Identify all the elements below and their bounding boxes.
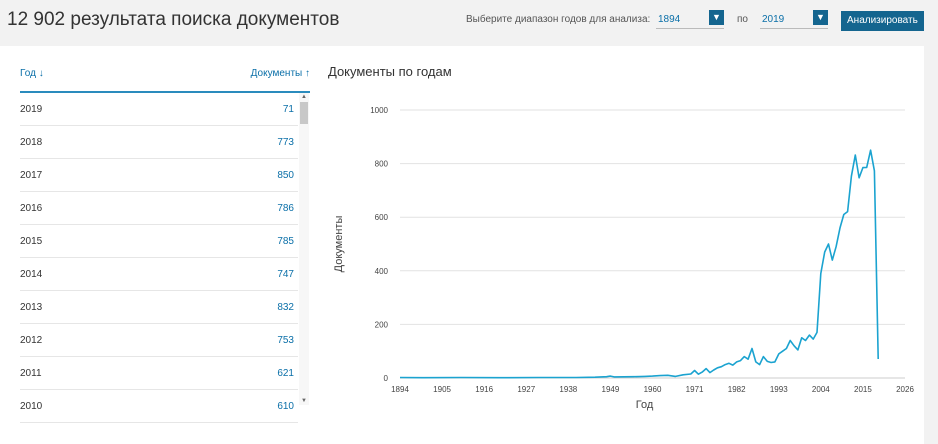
year-table-body: 2019 71 2018 773 2017 850 2016 786 2015 785 2014 74…	[20, 93, 298, 423]
row-year: 2012	[20, 335, 43, 346]
table-header: Год ↓ Документы ↑	[20, 66, 310, 93]
row-year: 2011	[20, 368, 42, 379]
row-document-count-link[interactable]: 832	[277, 302, 294, 313]
sort-by-year-header[interactable]: Год ↓	[20, 68, 44, 79]
x-tick-label: 1938	[559, 385, 577, 394]
analyze-button[interactable]: Анализировать	[841, 11, 924, 31]
row-year: 2017	[20, 170, 43, 181]
row-year: 2010	[20, 401, 43, 412]
x-axis-label: Год	[636, 399, 654, 411]
year-to-select[interactable]: 2019 ▼	[760, 10, 828, 29]
table-row: 2018 773	[20, 126, 298, 159]
row-document-count-link[interactable]: 621	[277, 368, 294, 379]
scroll-up-icon[interactable]: ▲	[301, 94, 307, 100]
row-year: 2019	[20, 104, 43, 115]
x-tick-label: 1894	[391, 385, 409, 394]
row-year: 2015	[20, 236, 43, 247]
row-document-count-link[interactable]: 773	[277, 137, 294, 148]
chevron-down-icon[interactable]: ▼	[813, 10, 828, 25]
header-bar: 12 902 результата поиска документов Выбе…	[0, 0, 938, 42]
row-document-count-link[interactable]: 610	[277, 401, 294, 412]
x-tick-label: 2015	[854, 385, 872, 394]
y-tick-label: 400	[375, 267, 389, 276]
table-row: 2011 621	[20, 357, 298, 390]
x-tick-label: 2026	[896, 385, 914, 394]
table-row: 2019 71	[20, 93, 298, 126]
row-year: 2013	[20, 302, 43, 313]
row-document-count-link[interactable]: 71	[282, 104, 294, 115]
x-tick-label: 1993	[770, 385, 788, 394]
scroll-thumb[interactable]	[300, 102, 308, 124]
table-row: 2010 610	[20, 390, 298, 423]
x-tick-label: 1927	[517, 385, 535, 394]
y-axis-label: Документы	[333, 216, 345, 273]
row-year: 2016	[20, 203, 43, 214]
year-range-label: Выберите диапазон годов для анализа:	[466, 14, 651, 25]
table-scrollbar[interactable]: ▲ ▼	[299, 93, 309, 405]
table-row: 2014 747	[20, 258, 298, 291]
y-tick-label: 200	[375, 320, 389, 329]
table-row: 2016 786	[20, 192, 298, 225]
year-from-value: 1894	[658, 14, 681, 25]
row-document-count-link[interactable]: 785	[277, 236, 294, 247]
table-row: 2012 753	[20, 324, 298, 357]
documents-by-year-chart: 0 200 400 600 800 1000 1894 1905 1916 1927 1938 194…	[333, 106, 914, 411]
row-document-count-link[interactable]: 850	[277, 170, 294, 181]
table-row: 2013 832	[20, 291, 298, 324]
x-tick-label: 2004	[812, 385, 830, 394]
y-tick-label: 600	[375, 213, 389, 222]
chevron-down-icon[interactable]: ▼	[709, 10, 724, 25]
page-title: 12 902 результата поиска документов	[7, 9, 340, 30]
row-document-count-link[interactable]: 747	[277, 269, 294, 280]
y-tick-label: 1000	[370, 106, 388, 115]
year-from-select[interactable]: 1894 ▼	[656, 10, 724, 29]
x-tick-label: 1971	[686, 385, 704, 394]
x-tick-label: 1982	[728, 385, 746, 394]
x-tick-label: 1916	[475, 385, 493, 394]
scroll-down-icon[interactable]: ▼	[301, 398, 307, 404]
documents-series-line	[399, 149, 879, 379]
x-tick-label: 1949	[602, 385, 620, 394]
table-row: 2015 785	[20, 225, 298, 258]
row-year: 2018	[20, 137, 43, 148]
to-label: по	[737, 14, 748, 25]
row-year: 2014	[20, 269, 43, 280]
chart-title: Документы по годам	[328, 64, 452, 79]
row-document-count-link[interactable]: 753	[277, 335, 294, 346]
year-to-value: 2019	[762, 14, 785, 25]
sort-by-documents-header[interactable]: Документы ↑	[250, 68, 310, 79]
results-panel: Год ↓ Документы ↑ 2019 71 2018 773 2017 850 20…	[0, 46, 924, 444]
x-tick-label: 1905	[433, 385, 451, 394]
y-tick-label: 800	[375, 160, 389, 169]
table-row: 2017 850	[20, 159, 298, 192]
row-document-count-link[interactable]: 786	[277, 203, 294, 214]
y-tick-label: 0	[384, 374, 389, 383]
x-tick-label: 1960	[644, 385, 662, 394]
